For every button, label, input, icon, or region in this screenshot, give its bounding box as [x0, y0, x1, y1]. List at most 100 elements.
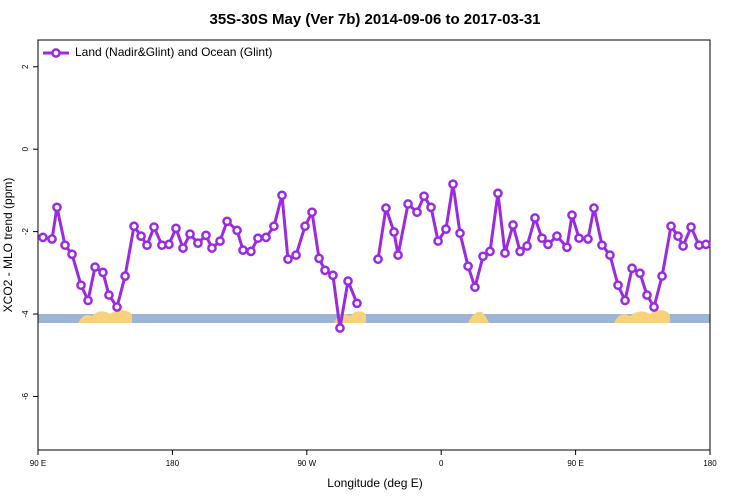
data-point — [537, 233, 547, 244]
data-point — [201, 230, 211, 241]
ocean-band — [38, 314, 710, 323]
data-point — [419, 191, 429, 202]
data-point — [678, 241, 688, 251]
data-point — [261, 232, 271, 243]
data-point — [207, 243, 217, 253]
data-point — [455, 228, 465, 239]
data-point — [185, 229, 195, 239]
data-point — [38, 232, 48, 243]
data-point — [104, 290, 114, 300]
data-point — [52, 202, 62, 213]
data-point — [291, 250, 301, 260]
data-point — [253, 233, 263, 244]
data-point — [98, 267, 108, 278]
data-point — [500, 248, 510, 258]
data-point — [441, 224, 451, 234]
x-tick-label: 90 W — [297, 459, 316, 468]
data-point — [389, 227, 399, 237]
data-point — [67, 249, 77, 260]
data-point — [412, 207, 422, 218]
data-point — [478, 251, 488, 262]
data-point — [552, 231, 562, 241]
x-tick-label: 90 E — [567, 459, 583, 468]
x-tick-label: 0 — [439, 459, 444, 468]
data-point — [515, 246, 525, 257]
plot-frame — [37, 39, 711, 451]
land-patch — [468, 311, 489, 323]
x-tick-label: 180 — [166, 459, 180, 468]
x-axis-label: Longitude (deg E) — [327, 476, 422, 490]
data-point — [508, 220, 518, 230]
data-point — [300, 221, 310, 232]
data-point — [543, 239, 553, 250]
data-point — [574, 233, 584, 244]
data-point — [238, 245, 248, 256]
data-point — [381, 203, 391, 213]
data-point — [666, 221, 676, 232]
data-point — [485, 246, 495, 257]
data-point — [403, 199, 413, 209]
data-point — [90, 262, 100, 272]
data-point — [283, 254, 293, 265]
data-point — [522, 241, 532, 251]
data-point — [112, 302, 122, 312]
data-point — [642, 290, 652, 300]
data-point — [597, 240, 607, 251]
x-tick-label: 180 — [703, 459, 717, 468]
data-point — [470, 282, 480, 293]
data-point — [60, 240, 70, 251]
data-point — [649, 302, 659, 312]
y-tick-label: 2 — [21, 64, 30, 69]
data-point — [393, 250, 403, 260]
data-point — [164, 239, 174, 250]
data-point — [215, 236, 225, 246]
data-point — [426, 202, 436, 213]
data-point — [76, 280, 86, 291]
data-point — [589, 203, 599, 213]
data-point — [232, 225, 242, 236]
data-point — [657, 271, 667, 281]
surface-strip — [38, 310, 710, 323]
data-point — [222, 216, 232, 227]
data-point — [583, 234, 593, 244]
data-point — [352, 298, 362, 309]
data-point — [701, 239, 711, 250]
data-point — [686, 222, 696, 232]
data-point — [193, 238, 203, 248]
data-point — [673, 231, 683, 241]
y-tick-label: -4 — [21, 310, 30, 318]
data-point — [277, 190, 287, 201]
legend-marker — [51, 48, 61, 58]
data-point — [246, 246, 256, 257]
data-point — [530, 213, 540, 223]
chart-title: 35S-30S May (Ver 7b) 2014-09-06 to 2017-… — [209, 11, 540, 28]
data-point — [178, 243, 188, 253]
land-patch — [614, 310, 670, 323]
x-tick-label: 90 E — [30, 459, 46, 468]
y-tick-label: -6 — [21, 392, 30, 400]
data-point — [47, 234, 57, 244]
data-point — [307, 207, 317, 218]
data-point — [373, 254, 383, 265]
data-point — [142, 240, 152, 251]
data-point — [627, 263, 637, 274]
data-point — [493, 188, 503, 199]
data-point — [129, 221, 139, 232]
data-point — [433, 236, 443, 246]
data-point — [320, 265, 330, 276]
y-tick-label: -2 — [21, 228, 30, 236]
data-point — [635, 268, 645, 279]
data-point — [83, 295, 93, 306]
data-point — [448, 179, 458, 190]
data-point — [328, 270, 338, 281]
data-point — [314, 253, 324, 264]
data-point — [269, 221, 279, 232]
data-point — [149, 222, 159, 232]
data-point — [335, 323, 345, 333]
y-tick-label: 0 — [21, 146, 30, 151]
data-point — [463, 261, 473, 272]
data-point — [343, 276, 353, 286]
data-point — [120, 271, 130, 281]
